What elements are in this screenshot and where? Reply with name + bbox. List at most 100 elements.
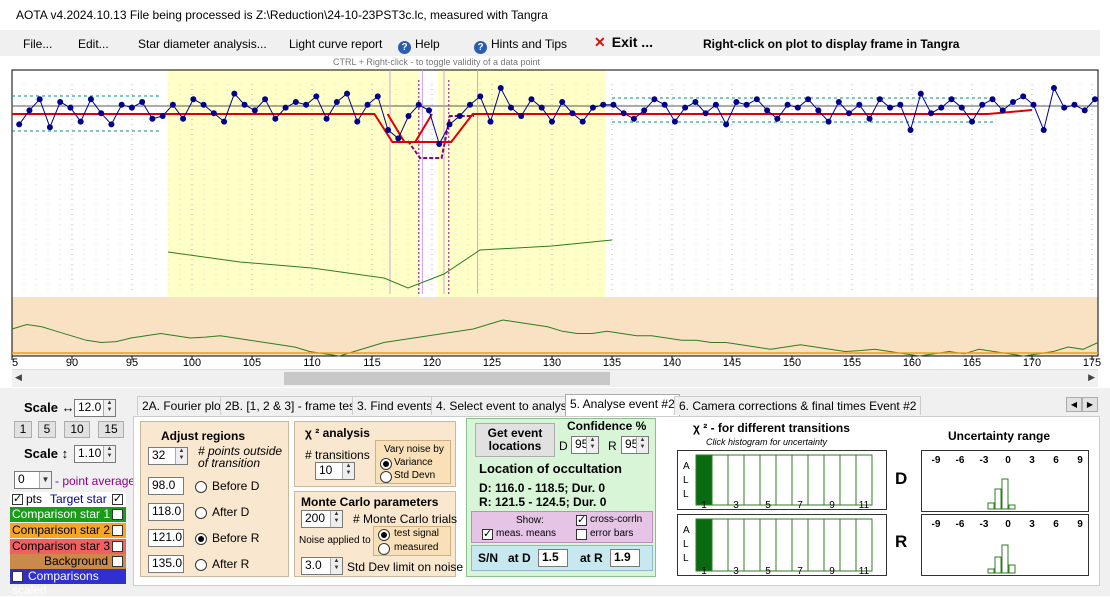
background-checkbox[interactable]	[112, 556, 123, 567]
after-r-radio[interactable]	[195, 559, 207, 571]
menu-hints[interactable]: ? Hints and Tips	[474, 37, 567, 54]
test-signal-radio[interactable]	[378, 529, 390, 541]
point-average-label: - point average	[55, 474, 136, 488]
target-data-point	[692, 99, 699, 105]
scale-h-spinner[interactable]: 12.0 ▲ ▼	[74, 399, 116, 417]
target-star-checkbox[interactable]	[112, 492, 123, 505]
uncertainty-tick-label: -6	[956, 455, 965, 466]
x-tick-label: 155	[843, 357, 861, 369]
comparison-star-1-checkbox[interactable]	[112, 509, 123, 520]
scroll-right-icon[interactable]: ▶	[1088, 372, 1095, 382]
background-band	[12, 297, 1098, 356]
scale-btn-10[interactable]: 10	[64, 421, 90, 438]
target-data-point	[897, 101, 904, 108]
confidence-r-spinner[interactable]: 95 ▲ ▼	[621, 436, 649, 454]
before-d-radio[interactable]	[195, 481, 207, 493]
transitions-label: # transitions	[305, 448, 370, 462]
transitions-spinner[interactable]: 10 ▲ ▼	[315, 462, 355, 480]
tab-analyse-event[interactable]: 5. Analyse event #2	[565, 394, 680, 416]
tab-camera-corrections[interactable]: 6. Camera corrections & final times Even…	[674, 396, 922, 415]
target-data-point	[723, 121, 730, 128]
target-data-point	[149, 115, 156, 122]
noise-applied-group: test signal measured	[373, 526, 451, 556]
spinner-arrows-icon[interactable]: ▲ ▼	[636, 437, 648, 453]
tab-find-events[interactable]: 3. Find events	[352, 396, 438, 415]
confidence-d-spinner[interactable]: 95 ▲ ▼	[571, 436, 599, 454]
meas-means-checkbox[interactable]	[482, 527, 493, 540]
chi-histogram-r[interactable]: A L L 1 3 5 7 9 11	[677, 514, 887, 577]
stddev-limit-spinner[interactable]: 3.0 ▲ ▼	[301, 557, 343, 575]
target-pts-checkbox[interactable]	[12, 492, 23, 505]
cross-corr-checkbox[interactable]	[576, 513, 587, 526]
spinner-arrows-icon[interactable]: ▲ ▼	[586, 437, 598, 453]
menu-star-diameter[interactable]: Star diameter analysis...	[138, 37, 267, 51]
target-data-point	[221, 118, 228, 125]
chevron-down-icon[interactable]: ▼	[39, 472, 51, 488]
measured-radio[interactable]	[378, 543, 390, 555]
confidence-r-label: R	[608, 439, 617, 453]
menu-edit[interactable]: Edit...	[78, 37, 109, 51]
target-data-point	[497, 85, 504, 91]
monte-carlo-trials-spinner[interactable]: 200 ▲ ▼	[301, 510, 343, 528]
comparison-star-2-checkbox[interactable]	[112, 525, 123, 536]
comparison-star-1-row: Comparison star 1	[10, 507, 126, 522]
menu-light-curve-report[interactable]: Light curve report	[289, 37, 383, 51]
menu-file[interactable]: File...	[23, 37, 53, 51]
target-data-point	[118, 101, 125, 108]
location-d-line: D: 116.0 - 118.5; Dur. 0	[479, 481, 606, 495]
tab-frame-test[interactable]: 2B. [1, 2 & 3] - frame test	[220, 396, 364, 415]
point-average-select[interactable]: 0 ▼	[14, 471, 52, 489]
get-event-locations-button[interactable]: Get event locations	[475, 423, 555, 457]
menu-exit[interactable]: ✕ Exit ...	[594, 34, 653, 51]
before-d-field[interactable]: 98.0	[148, 477, 184, 495]
scrollbar-thumb[interactable]	[284, 372, 610, 385]
tab-select-event[interactable]: 4. Select event to analyse	[431, 396, 579, 415]
scroll-left-icon[interactable]: ◀	[15, 372, 22, 382]
chi-histogram-d[interactable]: A L L 1 3 5 7 9 11	[677, 450, 887, 511]
scale-btn-5[interactable]: 5	[38, 421, 56, 438]
after-r-field[interactable]: 135.0	[148, 555, 184, 573]
tab-scroll-left-icon[interactable]: ◀	[1066, 397, 1082, 412]
after-d-radio[interactable]	[195, 507, 207, 519]
uncertainty-tick-label: 3	[1029, 455, 1035, 466]
target-data-point	[938, 104, 945, 111]
point-average-value: 0	[18, 472, 25, 486]
stddev-radio[interactable]	[380, 471, 392, 483]
target-data-point	[876, 96, 883, 103]
target-data-point	[610, 101, 617, 108]
comparisons-scaled-checkbox[interactable]	[12, 569, 23, 582]
x-tick-label: 90	[66, 357, 78, 369]
spinner-arrows-icon[interactable]: ▲ ▼	[330, 511, 342, 527]
variance-radio[interactable]	[380, 458, 392, 470]
tab-fourier-plot[interactable]: 2A. Fourier plot	[137, 396, 230, 415]
target-data-point	[282, 104, 289, 111]
scale-btn-1[interactable]: 1	[14, 421, 32, 438]
menu-help[interactable]: ? Help	[398, 37, 440, 54]
spinner-arrows-icon[interactable]: ▲ ▼	[342, 463, 354, 479]
tab-scroll-right-icon[interactable]: ▶	[1082, 397, 1098, 412]
location-title: Location of occultation	[479, 461, 622, 476]
scale-btn-15[interactable]: 15	[98, 421, 124, 438]
error-bars-checkbox[interactable]	[576, 529, 587, 540]
chi-tick-label: 11	[859, 500, 870, 509]
target-data-point	[405, 113, 412, 119]
plot-scrollbar[interactable]: ◀ ▶	[12, 369, 1098, 387]
x-tick-label: 105	[243, 357, 261, 369]
target-data-point	[1030, 101, 1037, 108]
scale-v-spinner[interactable]: 1.10 ▲ ▼	[74, 445, 116, 463]
before-r-radio[interactable]	[195, 533, 207, 545]
chi-tick-label: 9	[829, 500, 835, 509]
points-outside-spinner[interactable]: 32 ▲ ▼	[148, 447, 188, 465]
light-curve-plot[interactable]: 5 90 95 100 105 110 115 120 125 130 135 140 145 150 15…	[0, 56, 1110, 378]
comparison-star-3-checkbox[interactable]	[112, 541, 123, 552]
spinner-arrows-icon[interactable]: ▲ ▼	[330, 558, 342, 574]
before-r-field[interactable]: 121.0	[148, 529, 184, 547]
spinner-arrows-icon[interactable]: ▲ ▼	[103, 400, 115, 416]
spinner-arrows-icon[interactable]: ▲ ▼	[103, 446, 115, 462]
spinner-arrows-icon[interactable]: ▲ ▼	[175, 448, 187, 464]
after-d-field[interactable]: 118.0	[148, 503, 184, 521]
chi-histogram-bar	[791, 454, 809, 506]
plot-canvas[interactable]: 5 90 95 100 105 110 115 120 125 130 135 140 145 150 15…	[0, 56, 1110, 378]
